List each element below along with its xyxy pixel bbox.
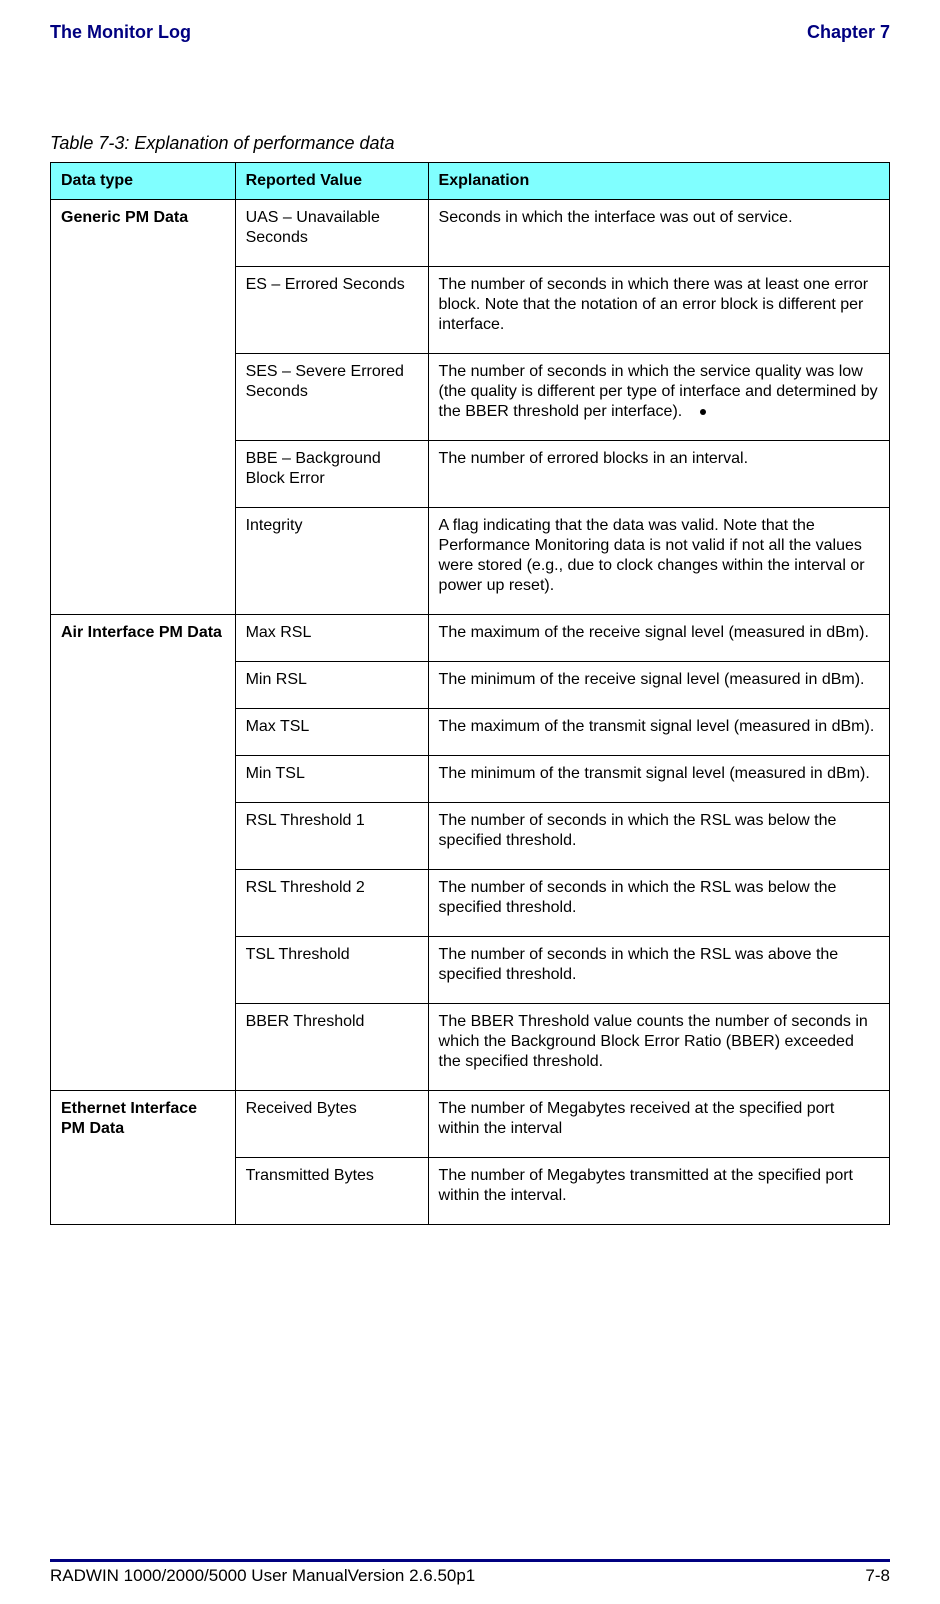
- reported-value-cell: BBE – Background Block Error: [235, 441, 428, 508]
- bullet-dot-icon: [700, 409, 706, 415]
- explanation-cell: Seconds in which the interface was out o…: [428, 200, 889, 267]
- reported-value-cell: Min RSL: [235, 662, 428, 709]
- reported-value-cell: Transmitted Bytes: [235, 1158, 428, 1225]
- data-type-cell: Ethernet Interface PM Data: [51, 1091, 236, 1225]
- reported-value-cell: Integrity: [235, 508, 428, 615]
- table-row: Generic PM Data UAS – Unavailable Second…: [51, 200, 890, 267]
- reported-value-cell: Min TSL: [235, 756, 428, 803]
- reported-value-cell: Max RSL: [235, 615, 428, 662]
- table-caption: Table 7-3: Explanation of performance da…: [50, 133, 890, 154]
- page-running-header: The Monitor Log Chapter 7: [50, 22, 890, 43]
- explanation-cell: The number of Megabytes transmitted at t…: [428, 1158, 889, 1225]
- explanation-cell: The maximum of the transmit signal level…: [428, 709, 889, 756]
- explanation-cell: The number of Megabytes received at the …: [428, 1091, 889, 1158]
- data-type-cell: Generic PM Data: [51, 200, 236, 615]
- explanation-cell: The minimum of the transmit signal level…: [428, 756, 889, 803]
- explanation-cell: The number of seconds in which the RSL w…: [428, 870, 889, 937]
- page-footer: RADWIN 1000/2000/5000 User ManualVersion…: [50, 1559, 890, 1586]
- explanation-cell: The BBER Threshold value counts the numb…: [428, 1004, 889, 1091]
- explanation-cell: A flag indicating that the data was vali…: [428, 508, 889, 615]
- explanation-cell: The number of errored blocks in an inter…: [428, 441, 889, 508]
- reported-value-cell: SES – Severe Errored Seconds: [235, 354, 428, 441]
- explanation-cell: The number of seconds in which there was…: [428, 267, 889, 354]
- reported-value-cell: BBER Threshold: [235, 1004, 428, 1091]
- explanation-cell: The number of seconds in which the servi…: [428, 354, 889, 441]
- table-row: Ethernet Interface PM Data Received Byte…: [51, 1091, 890, 1158]
- data-type-cell: Air Interface PM Data: [51, 615, 236, 1091]
- header-left: The Monitor Log: [50, 22, 191, 43]
- reported-value-cell: RSL Threshold 2: [235, 870, 428, 937]
- explanation-cell: The number of seconds in which the RSL w…: [428, 803, 889, 870]
- header-right: Chapter 7: [807, 22, 890, 43]
- reported-value-cell: UAS – Unavailable Seconds: [235, 200, 428, 267]
- reported-value-cell: Received Bytes: [235, 1091, 428, 1158]
- reported-value-cell: TSL Threshold: [235, 937, 428, 1004]
- footer-left: RADWIN 1000/2000/5000 User ManualVersion…: [50, 1566, 475, 1586]
- table-header-row: Data type Reported Value Explanation: [51, 163, 890, 200]
- reported-value-cell: Max TSL: [235, 709, 428, 756]
- explanation-cell: The minimum of the receive signal level …: [428, 662, 889, 709]
- explanation-cell: The number of seconds in which the RSL w…: [428, 937, 889, 1004]
- reported-value-cell: RSL Threshold 1: [235, 803, 428, 870]
- col-header-explanation: Explanation: [428, 163, 889, 200]
- table-row: Air Interface PM Data Max RSL The maximu…: [51, 615, 890, 662]
- footer-right: 7-8: [865, 1566, 890, 1586]
- performance-data-table: Data type Reported Value Explanation Gen…: [50, 162, 890, 1225]
- col-header-reported-value: Reported Value: [235, 163, 428, 200]
- explanation-cell: The maximum of the receive signal level …: [428, 615, 889, 662]
- col-header-data-type: Data type: [51, 163, 236, 200]
- reported-value-cell: ES – Errored Seconds: [235, 267, 428, 354]
